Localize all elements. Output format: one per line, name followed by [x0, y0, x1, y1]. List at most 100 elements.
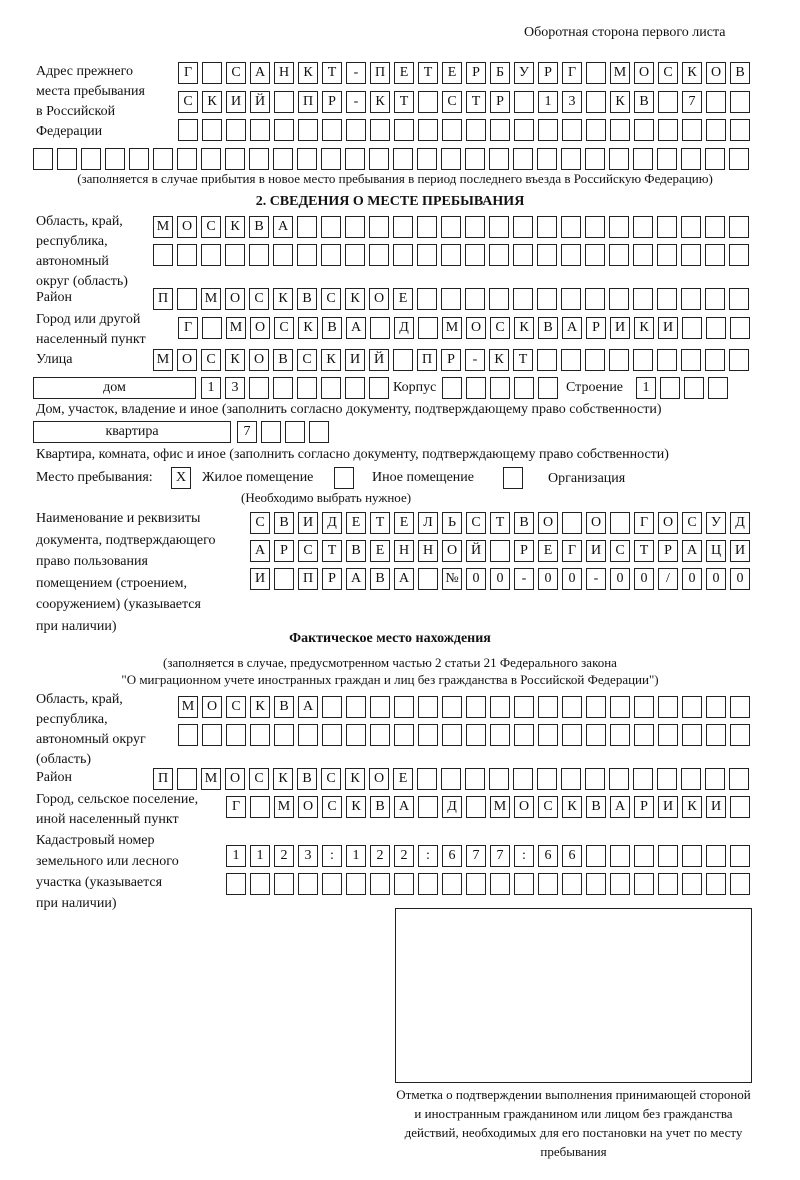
- char-cell[interactable]: К: [682, 796, 702, 818]
- char-cell[interactable]: [322, 119, 342, 141]
- char-cell[interactable]: Г: [178, 317, 198, 339]
- char-cell[interactable]: [274, 91, 294, 113]
- char-cell[interactable]: Н: [274, 62, 294, 84]
- char-cell[interactable]: 6: [442, 845, 462, 867]
- char-cell[interactable]: [537, 148, 557, 170]
- char-cell[interactable]: [441, 216, 461, 238]
- char-cell[interactable]: Д: [442, 796, 462, 818]
- char-cell[interactable]: [250, 119, 270, 141]
- char-cell[interactable]: Г: [562, 540, 582, 562]
- stay-option-organization-checkbox[interactable]: [503, 467, 523, 489]
- char-cell[interactable]: 0: [634, 568, 654, 590]
- char-cell[interactable]: [321, 244, 341, 266]
- char-cell[interactable]: [537, 349, 557, 371]
- char-cell[interactable]: [585, 216, 605, 238]
- char-cell[interactable]: [585, 768, 605, 790]
- char-cell[interactable]: [658, 91, 678, 113]
- char-cell[interactable]: М: [274, 796, 294, 818]
- char-cell[interactable]: [490, 724, 510, 746]
- char-cell[interactable]: [297, 377, 317, 399]
- char-cell[interactable]: [297, 216, 317, 238]
- char-cell[interactable]: [706, 119, 726, 141]
- char-cell[interactable]: В: [346, 540, 366, 562]
- char-cell[interactable]: :: [322, 845, 342, 867]
- char-cell[interactable]: [490, 540, 510, 562]
- char-cell[interactable]: И: [706, 796, 726, 818]
- char-cell[interactable]: [489, 288, 509, 310]
- char-cell[interactable]: [321, 377, 341, 399]
- char-cell[interactable]: К: [273, 288, 293, 310]
- char-cell[interactable]: [657, 244, 677, 266]
- char-cell[interactable]: 2: [274, 845, 294, 867]
- char-cell[interactable]: [129, 148, 149, 170]
- char-cell[interactable]: [538, 724, 558, 746]
- char-cell[interactable]: К: [345, 768, 365, 790]
- char-cell[interactable]: И: [250, 568, 270, 590]
- char-cell[interactable]: [537, 768, 557, 790]
- char-cell[interactable]: [681, 244, 701, 266]
- char-cell[interactable]: С: [538, 796, 558, 818]
- char-cell[interactable]: Т: [490, 512, 510, 534]
- char-cell[interactable]: 2: [394, 845, 414, 867]
- char-cell[interactable]: [177, 288, 197, 310]
- char-cell[interactable]: [442, 119, 462, 141]
- char-cell[interactable]: П: [370, 62, 390, 84]
- char-cell[interactable]: 3: [225, 377, 245, 399]
- char-cell[interactable]: [57, 148, 77, 170]
- char-cell[interactable]: [321, 148, 341, 170]
- char-cell[interactable]: 7: [466, 845, 486, 867]
- char-cell[interactable]: [226, 119, 246, 141]
- char-cell[interactable]: А: [346, 317, 366, 339]
- char-cell[interactable]: [273, 377, 293, 399]
- flat-type-field[interactable]: квартира: [33, 421, 231, 443]
- char-cell[interactable]: [346, 873, 366, 895]
- char-cell[interactable]: [370, 317, 390, 339]
- char-cell[interactable]: С: [321, 768, 341, 790]
- char-cell[interactable]: [730, 724, 750, 746]
- char-cell[interactable]: [681, 288, 701, 310]
- char-cell[interactable]: 0: [730, 568, 750, 590]
- char-cell[interactable]: С: [321, 288, 341, 310]
- char-cell[interactable]: [706, 91, 726, 113]
- char-cell[interactable]: [441, 768, 461, 790]
- char-cell[interactable]: Г: [634, 512, 654, 534]
- char-cell[interactable]: [586, 62, 606, 84]
- char-cell[interactable]: [345, 216, 365, 238]
- char-cell[interactable]: П: [153, 288, 173, 310]
- char-cell[interactable]: [610, 873, 630, 895]
- char-cell[interactable]: М: [153, 349, 173, 371]
- char-cell[interactable]: [202, 119, 222, 141]
- char-cell[interactable]: [682, 696, 702, 718]
- char-cell[interactable]: [729, 216, 749, 238]
- char-cell[interactable]: [682, 845, 702, 867]
- char-cell[interactable]: [561, 349, 581, 371]
- char-cell[interactable]: [465, 244, 485, 266]
- char-cell[interactable]: [201, 244, 221, 266]
- char-cell[interactable]: [226, 724, 246, 746]
- char-cell[interactable]: С: [249, 768, 269, 790]
- char-cell[interactable]: К: [634, 317, 654, 339]
- char-cell[interactable]: [297, 244, 317, 266]
- char-cell[interactable]: [513, 148, 533, 170]
- char-cell[interactable]: [393, 244, 413, 266]
- char-cell[interactable]: 1: [346, 845, 366, 867]
- char-cell[interactable]: В: [538, 317, 558, 339]
- char-cell[interactable]: [660, 377, 680, 399]
- char-cell[interactable]: -: [586, 568, 606, 590]
- char-cell[interactable]: А: [562, 317, 582, 339]
- char-cell[interactable]: О: [225, 768, 245, 790]
- char-cell[interactable]: Т: [466, 91, 486, 113]
- char-cell[interactable]: [609, 244, 629, 266]
- char-cell[interactable]: [490, 696, 510, 718]
- char-cell[interactable]: [201, 148, 221, 170]
- char-cell[interactable]: [561, 768, 581, 790]
- char-cell[interactable]: С: [178, 91, 198, 113]
- char-cell[interactable]: С: [226, 62, 246, 84]
- char-cell[interactable]: Ь: [442, 512, 462, 534]
- char-cell[interactable]: О: [298, 796, 318, 818]
- char-cell[interactable]: 0: [562, 568, 582, 590]
- char-cell[interactable]: [489, 148, 509, 170]
